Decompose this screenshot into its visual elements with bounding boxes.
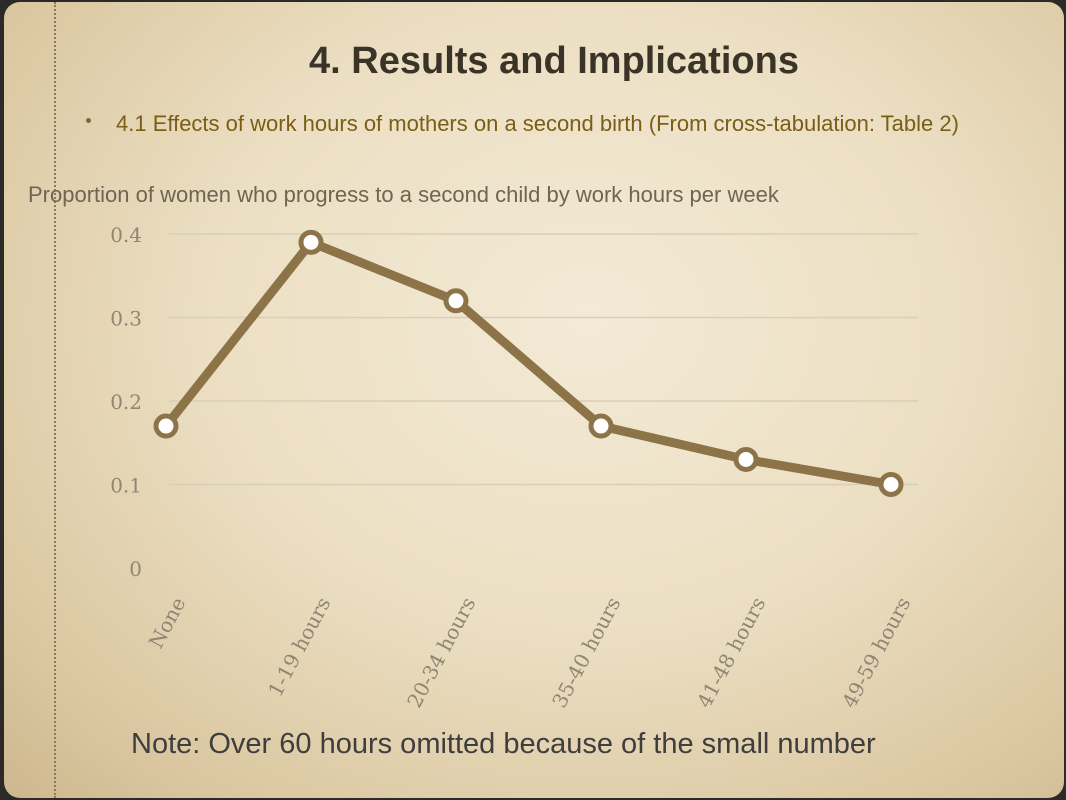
x-tick-label: 35-40 hours xyxy=(547,593,625,712)
bullet-text: 4.1 Effects of work hours of mothers on … xyxy=(116,111,959,136)
y-tick-label: 0.1 xyxy=(110,474,142,498)
x-tick-labels: None 1-19 hours 20-34 hours 35-40 hours 41-4… xyxy=(144,593,916,712)
data-point xyxy=(878,472,904,497)
slide: 4. Results and Implications 4.1 Effects … xyxy=(4,2,1064,798)
x-tick-label: 1-19 hours xyxy=(263,593,335,700)
x-tick-label: 20-34 hours xyxy=(402,593,480,712)
x-tick-label: 49-59 hours xyxy=(837,593,915,712)
y-tick-label: 0.3 xyxy=(110,307,142,331)
data-point xyxy=(588,413,614,439)
series xyxy=(153,229,904,497)
y-tick-label: 0.4 xyxy=(110,223,142,247)
bullet-icon xyxy=(86,118,91,123)
y-tick-label: 0.2 xyxy=(110,390,142,414)
series-line xyxy=(161,237,896,489)
chart-title: Proportion of women who progress to a se… xyxy=(28,182,779,207)
x-tick-label: 41-48 hours xyxy=(692,593,770,712)
binding-dots xyxy=(54,2,56,798)
y-tick-label: 0 xyxy=(129,557,142,581)
slide-title: 4. Results and Implications xyxy=(309,40,799,82)
grid-lines xyxy=(169,233,918,486)
data-point xyxy=(443,288,469,314)
data-point xyxy=(733,446,759,472)
x-tick-label: None xyxy=(144,593,191,652)
note-text: Note: Over 60 hours omitted because of t… xyxy=(131,728,876,760)
y-tick-labels: 0 0.1 0.2 0.3 0.4 xyxy=(110,223,142,581)
data-point xyxy=(153,413,179,439)
line-chart: 0 0.1 0.2 0.3 0.4 None 1-19 hours 20-34 hours 3… xyxy=(110,223,918,712)
data-point xyxy=(298,229,324,255)
